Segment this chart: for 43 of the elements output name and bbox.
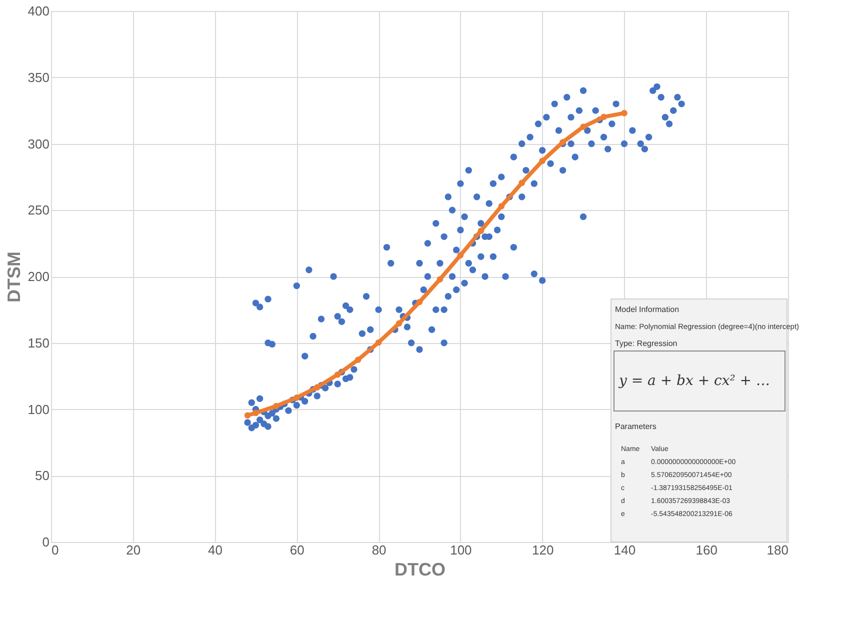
x-tick-label: 180: [766, 542, 788, 558]
x-tick-label: 40: [208, 542, 223, 558]
y-axis-title: DTSM: [4, 252, 24, 302]
annotation: Parameters: [615, 422, 656, 431]
y-tick-label: 100: [28, 402, 50, 417]
x-tick-label: 140: [614, 542, 636, 558]
x-tick-label: 0: [52, 542, 59, 558]
point: [436, 276, 444, 282]
x-tick-label: 160: [696, 542, 718, 558]
y-tick-label: 300: [28, 136, 50, 152]
point: [539, 158, 546, 164]
x-tick-label: 60: [290, 542, 304, 558]
point: [314, 384, 320, 390]
x-tick-label: 80: [372, 542, 386, 558]
x-tick-label: 100: [450, 542, 472, 558]
annotation: y = a + bx + cx² + …: [618, 373, 770, 389]
point: [600, 114, 607, 120]
point: [580, 124, 586, 130]
point: [244, 412, 251, 419]
point: [518, 180, 526, 186]
y-tick-label: 400: [28, 4, 50, 18]
y-tick-label: 50: [35, 468, 50, 484]
point: [273, 402, 280, 410]
point: [498, 203, 505, 210]
y-tick-label: 150: [28, 335, 50, 350]
point: [334, 371, 341, 378]
annotation: Model Information: [615, 305, 680, 314]
point: [354, 356, 362, 363]
point: [375, 339, 382, 346]
point: [294, 394, 300, 401]
x-axis-title: DTCO: [394, 560, 446, 580]
point: [416, 298, 423, 306]
point: [457, 252, 464, 258]
y-tick-label: 250: [28, 202, 50, 218]
y-tick-label: 350: [28, 70, 50, 85]
point: [478, 228, 484, 234]
point: [621, 110, 628, 116]
x-tick-label: 120: [532, 542, 554, 558]
annotation: Type: Regression: [615, 339, 678, 348]
point: [396, 320, 402, 327]
y-tick-label: 200: [28, 269, 50, 284]
x-tick-label: 20: [126, 542, 141, 558]
point: [252, 410, 259, 416]
